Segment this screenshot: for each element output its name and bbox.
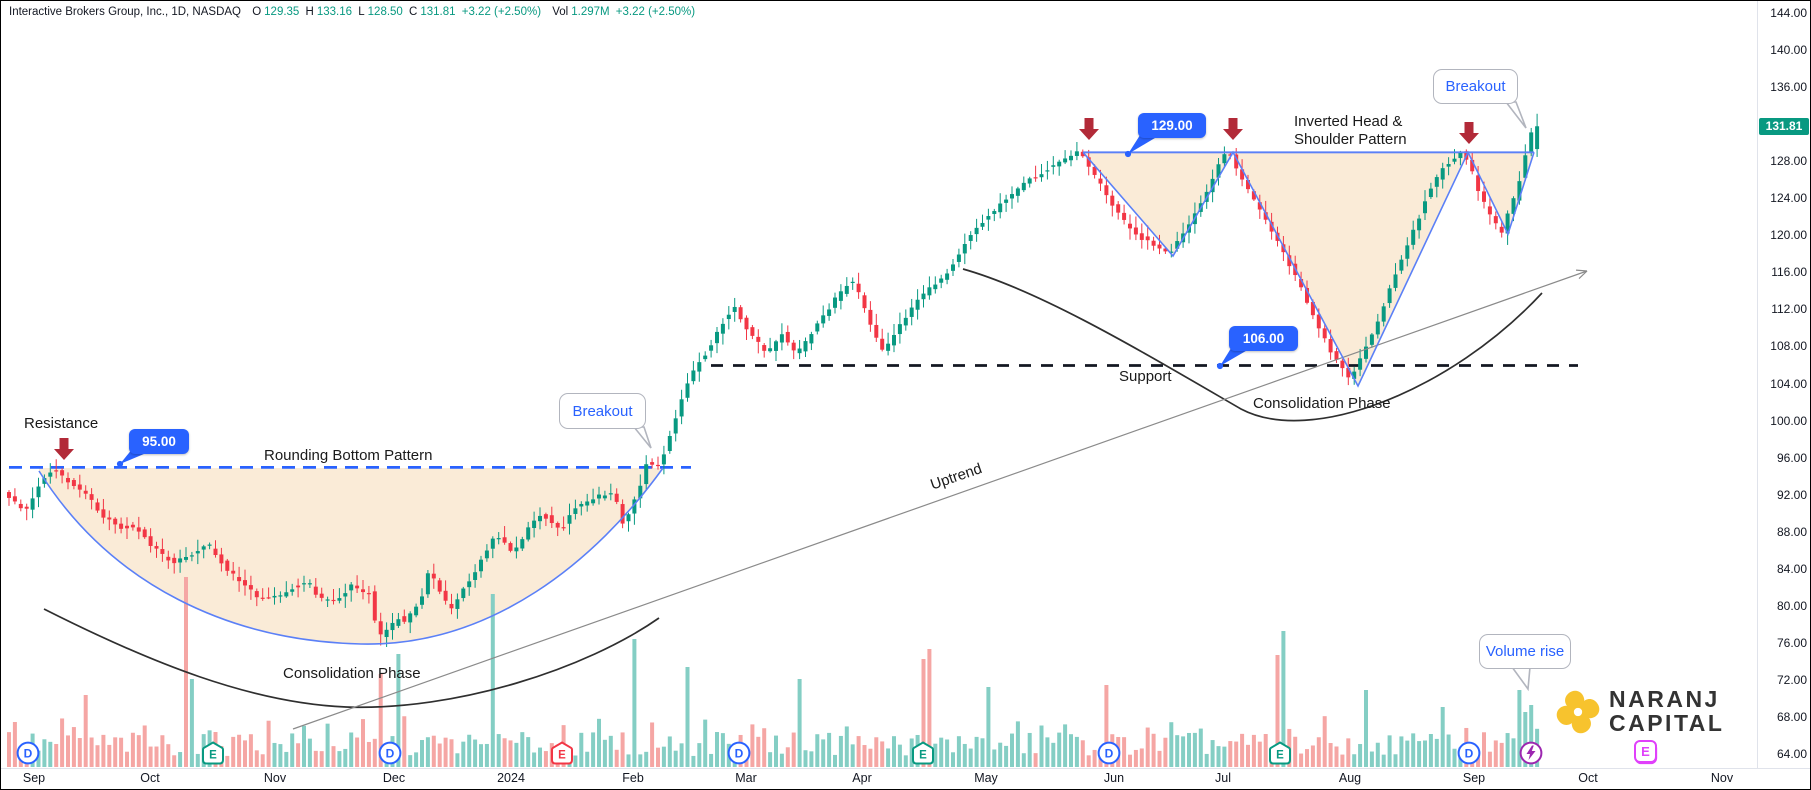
event-marker-E-922[interactable]: E — [911, 741, 935, 770]
price-axis-label-120: 120.00 — [1770, 228, 1807, 243]
price-axis-label-68: 68.00 — [1776, 710, 1807, 725]
close-value: 131.81 — [420, 6, 456, 18]
event-marker-lightning-1530[interactable] — [1519, 741, 1543, 770]
logo-line1: NARANJ — [1609, 686, 1720, 712]
month-label-Nov: Nov — [1710, 771, 1734, 785]
event-marker-D-1468[interactable]: D — [1457, 741, 1481, 770]
naranj-capital-logo: NARANJ CAPITAL — [1553, 687, 1724, 737]
logo-line2: CAPITAL — [1609, 710, 1725, 736]
close-label: C — [409, 6, 418, 18]
svg-text:D: D — [1465, 746, 1474, 760]
price-axis-label-136: 136.00 — [1770, 79, 1807, 94]
event-marker-E-561[interactable]: E — [550, 741, 574, 770]
price-axis-label-96: 96.00 — [1776, 450, 1807, 465]
price-axis-label-88: 88.00 — [1776, 524, 1807, 539]
price-axis-label-72: 72.00 — [1776, 673, 1807, 688]
price-axis-label-84: 84.00 — [1776, 561, 1807, 576]
event-marker-E-212[interactable]: E — [201, 741, 225, 770]
volume-change-value: +3.22 (+2.50%) — [615, 6, 696, 18]
price-axis-label-80: 80.00 — [1776, 598, 1807, 613]
open-label: O — [252, 6, 262, 18]
last-price-tag: 131.81 — [1759, 117, 1809, 135]
month-label-Oct: Oct — [1578, 771, 1598, 785]
open-value: 129.35 — [264, 6, 300, 18]
price-axis-label-144: 144.00 — [1770, 5, 1807, 20]
price-axis-label-140: 140.00 — [1770, 42, 1807, 57]
price-axis-label-92: 92.00 — [1776, 487, 1807, 502]
down-arrow-icon — [1223, 118, 1243, 140]
svg-text:E: E — [209, 750, 217, 762]
annotation-rounding-bottom-label[interactable]: Rounding Bottom Pattern — [264, 447, 433, 464]
event-marker-E-1279[interactable]: E — [1268, 741, 1292, 770]
annotation-consolidation-1[interactable]: Consolidation Phase — [283, 665, 421, 682]
month-label-Feb: Feb — [622, 771, 644, 785]
month-label-Oct: Oct — [140, 771, 160, 785]
month-label-Apr: Apr — [852, 771, 872, 785]
callout-price-tag-106[interactable]: 106.00 — [1229, 326, 1298, 351]
price-axis-label-112: 112.00 — [1771, 302, 1807, 317]
svg-text:E: E — [558, 750, 566, 762]
price-axis-label-124: 124.00 — [1770, 191, 1807, 206]
month-label-Sep: Sep — [22, 771, 46, 785]
volume-label: Vol — [552, 6, 569, 18]
month-label-Aug: Aug — [1338, 771, 1362, 785]
event-marker-D-389[interactable]: D — [378, 741, 402, 770]
svg-text:D: D — [735, 746, 744, 760]
svg-text:E: E — [1276, 750, 1284, 762]
down-arrow-icon — [54, 438, 74, 460]
callout-price-tag-129[interactable]: 129.00 — [1138, 113, 1206, 138]
high-value: 133.16 — [316, 6, 353, 18]
down-arrow-icon — [1079, 118, 1099, 140]
month-label-Dec: Dec — [382, 771, 406, 785]
badge-letter: E — [1641, 744, 1650, 759]
naranj-pinwheel-icon — [1556, 690, 1600, 734]
annotation-support-label[interactable]: Support — [1119, 368, 1172, 385]
month-label-2024: 2024 — [497, 771, 525, 785]
callout-volume-rise[interactable]: Volume rise — [1479, 634, 1571, 669]
down-arrow-icon — [1459, 122, 1479, 144]
svg-text:D: D — [24, 746, 33, 760]
svg-text:D: D — [1105, 746, 1114, 760]
price-axis-label-128: 128.00 — [1770, 154, 1807, 169]
event-marker-D-1108[interactable]: D — [1097, 741, 1121, 770]
annotation-consolidation-2[interactable]: Consolidation Phase — [1253, 395, 1391, 412]
symbol-title: Interactive Brokers Group, Inc., 1D, NAS… — [9, 6, 241, 18]
svg-text:D: D — [386, 746, 395, 760]
symbol-header[interactable]: Interactive Brokers Group, Inc., 1D, NAS… — [9, 6, 698, 18]
high-label: H — [305, 6, 314, 18]
annotation-hns-label[interactable]: Inverted Head & Shoulder Pattern — [1294, 113, 1407, 148]
change-value: +3.22 (+2.50%) — [461, 6, 542, 18]
svg-text:E: E — [919, 750, 927, 762]
month-label-Sep: Sep — [1462, 771, 1486, 785]
price-axis-separator — [1757, 1, 1758, 768]
upcoming-earnings-badge[interactable]: E — [1634, 740, 1657, 763]
month-label-Jun: Jun — [1103, 771, 1125, 785]
price-axis-label-116: 116.00 — [1771, 265, 1807, 280]
price-axis-label-108: 108.00 — [1770, 339, 1807, 354]
low-value: 128.50 — [367, 6, 403, 18]
price-axis-label-76: 76.00 — [1776, 635, 1807, 650]
callout-breakout-2[interactable]: Breakout — [1433, 69, 1518, 104]
event-marker-D-27[interactable]: D — [16, 741, 40, 770]
callout-price-tag-95[interactable]: 95.00 — [129, 429, 189, 454]
month-label-Mar: Mar — [735, 771, 757, 785]
month-label-Jul: Jul — [1215, 771, 1231, 785]
event-marker-D-738[interactable]: D — [727, 741, 751, 770]
time-axis-separator — [1, 768, 1810, 769]
annotation-resistance-label[interactable]: Resistance — [24, 415, 99, 432]
price-axis-label-104: 104.00 — [1770, 376, 1807, 391]
price-axis-label-64: 64.00 — [1776, 747, 1807, 762]
price-axis-label-100: 100.00 — [1770, 413, 1807, 428]
volume-value: 1.297M — [571, 6, 610, 18]
low-label: L — [358, 6, 365, 18]
month-label-Nov: Nov — [263, 771, 287, 785]
month-label-May: May — [974, 771, 998, 785]
callout-breakout-1[interactable]: Breakout — [559, 393, 646, 429]
